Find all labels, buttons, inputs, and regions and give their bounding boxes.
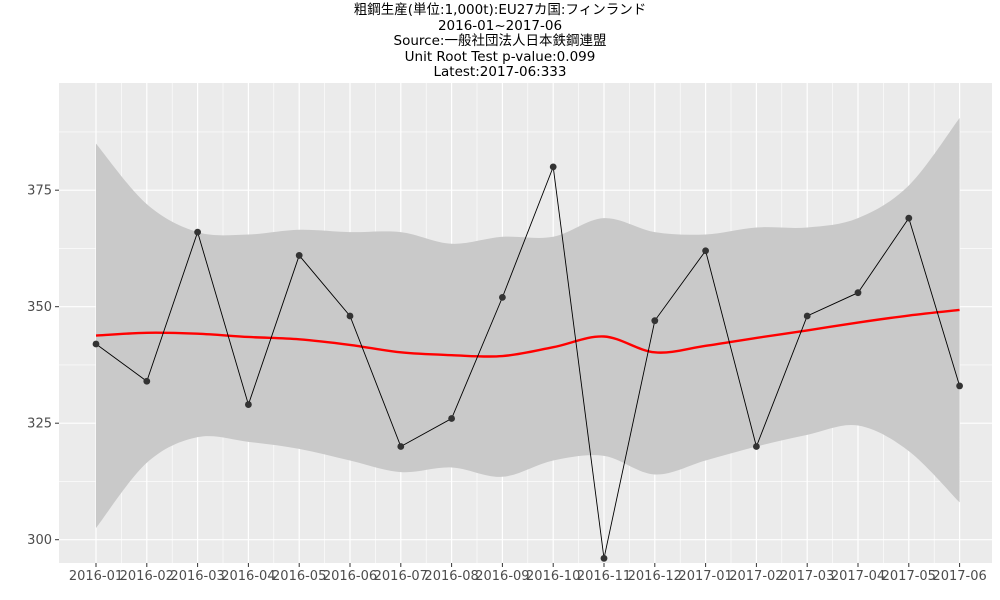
data-point: [549, 163, 557, 171]
data-point: [854, 289, 862, 297]
data-point: [143, 377, 151, 385]
x-tick-label: 2017-06: [932, 569, 986, 584]
data-point: [499, 293, 506, 301]
data-point: [397, 443, 405, 450]
x-tick-label: 2016-09: [475, 569, 529, 584]
data-point: [448, 415, 455, 422]
x-tick-label: 2016-01: [69, 569, 123, 584]
data-points: [92, 163, 963, 562]
x-tick-label: 2017-05: [882, 569, 936, 584]
x-tick-label: 2016-06: [323, 569, 377, 584]
chart-subtitle-period: 2016-01~2017-06: [437, 17, 563, 34]
data-point: [194, 228, 202, 236]
x-tick-label: 2017-01: [678, 569, 732, 584]
data-point: [803, 312, 811, 320]
x-tick-label: 2017-04: [831, 569, 885, 584]
x-tick-label: 2016-05: [272, 569, 326, 584]
data-point: [905, 214, 913, 222]
x-tick-label: 2017-03: [780, 569, 834, 584]
confidence-ribbon: [96, 117, 960, 529]
data-point: [600, 554, 608, 562]
chart-subtitle-latest: Latest:2017-06:333: [433, 64, 567, 80]
x-tick-label: 2016-07: [374, 569, 428, 584]
x-tick-label: 2016-04: [221, 569, 275, 584]
x-tick-label: 2017-02: [729, 569, 783, 584]
y-tick-label: 300: [27, 533, 52, 548]
x-tick-label: 2016-08: [424, 569, 478, 584]
chart-title: 粗鋼生産(単位:1,000t):EU27カ国:フィンランド: [353, 2, 647, 18]
x-axis: 2016-012016-022016-032016-042016-052016-…: [69, 563, 987, 584]
data-point: [651, 317, 659, 325]
data-point: [245, 401, 252, 408]
y-tick-label: 350: [27, 300, 52, 315]
smooth-line: [95, 308, 960, 358]
data-point: [702, 247, 709, 255]
data-point: [346, 312, 354, 320]
x-tick-label: 2016-02: [120, 569, 174, 584]
y-axis: 300 325 350 375: [27, 184, 59, 548]
x-tick-label: 2016-10: [526, 569, 580, 584]
x-tick-label: 2016-03: [170, 569, 224, 584]
y-tick-label: 375: [27, 184, 52, 199]
y-tick-label: 325: [27, 417, 52, 432]
chart-subtitle-pvalue: Unit Root Test p-value:0.099: [404, 48, 596, 65]
data-point: [295, 252, 303, 259]
chart-subtitle-source: Source:一般社団法人日本鉄鋼連盟: [393, 33, 607, 49]
series-line: [95, 166, 961, 559]
x-tick-label: 2016-12: [628, 569, 682, 584]
data-point: [92, 340, 100, 348]
x-tick-label: 2016-11: [577, 569, 631, 584]
data-point: [753, 443, 760, 450]
chart-title-block: 粗鋼生産(単位:1,000t):EU27カ国:フィンランド 2016-01~20…: [0, 2, 1000, 81]
data-point: [956, 382, 963, 390]
